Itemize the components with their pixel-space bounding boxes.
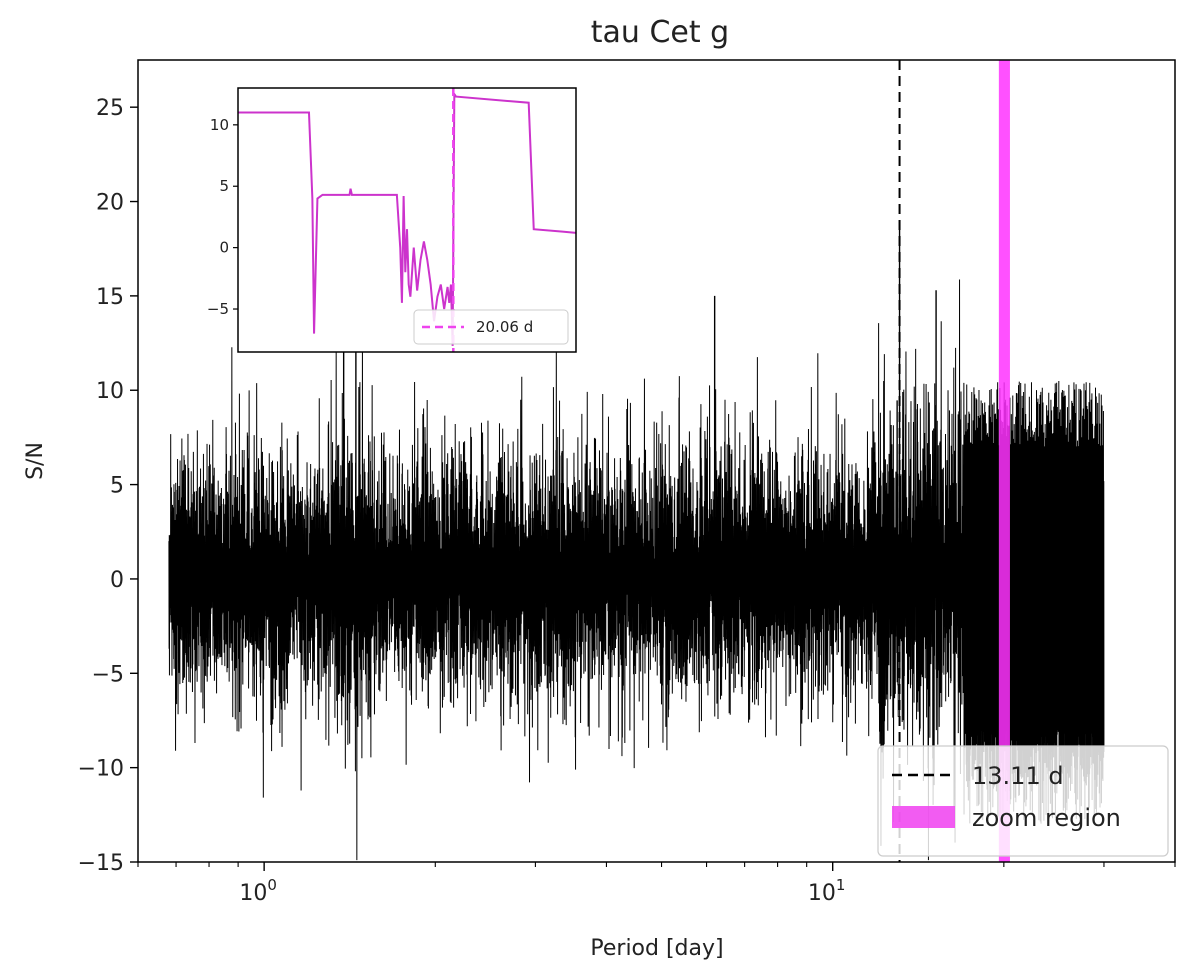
legend-entry-zoom: zoom region: [972, 804, 1121, 832]
inset-y-tick-label: −5: [207, 300, 229, 318]
periodogram-line: [168, 279, 1105, 861]
main-axes-frame: [137, 59, 1176, 863]
inset-y-tick-label: 5: [219, 177, 229, 195]
zoom-region-span: [998, 60, 1010, 862]
y-axis-label: S/N: [23, 442, 48, 480]
y-tick-label: 25: [96, 96, 124, 121]
main-legend: 13.11 d zoom region: [877, 745, 1169, 857]
inset-y-tick-label: 10: [210, 116, 229, 134]
inset-axis-ticks: −5 0 5 10: [207, 116, 238, 318]
inset-y-tick-label: 0: [219, 239, 229, 257]
inset-axes-frame: [237, 87, 577, 353]
main-plot-data: [168, 60, 1105, 862]
main-legend-box: [877, 745, 1169, 857]
y-tick-label: 10: [96, 379, 124, 404]
inset-legend-entry: 20.06 d: [476, 318, 533, 336]
legend-entry-vline: 13.11 d: [972, 762, 1064, 790]
y-tick-label: −15: [78, 851, 124, 876]
legend-zoom-swatch: [892, 806, 955, 828]
y-tick-label: 20: [96, 191, 124, 216]
inset-legend: 20.06 d: [413, 309, 569, 345]
x-tick-label: 101: [808, 876, 846, 906]
y-tick-label: −10: [78, 757, 124, 782]
y-tick-label: 0: [110, 568, 124, 593]
inset-legend-box: [413, 309, 569, 345]
y-tick-label: 15: [96, 285, 124, 310]
x-axis-label: Period [day]: [590, 936, 723, 961]
inset-plot: −5 0 5 10 20.06 d: [207, 87, 577, 353]
y-tick-label: 5: [110, 474, 124, 499]
chart-title: tau Cet g: [591, 15, 729, 50]
x-tick-label: 100: [239, 876, 277, 906]
inset-background: [238, 88, 576, 352]
y-tick-label: −5: [92, 662, 124, 687]
